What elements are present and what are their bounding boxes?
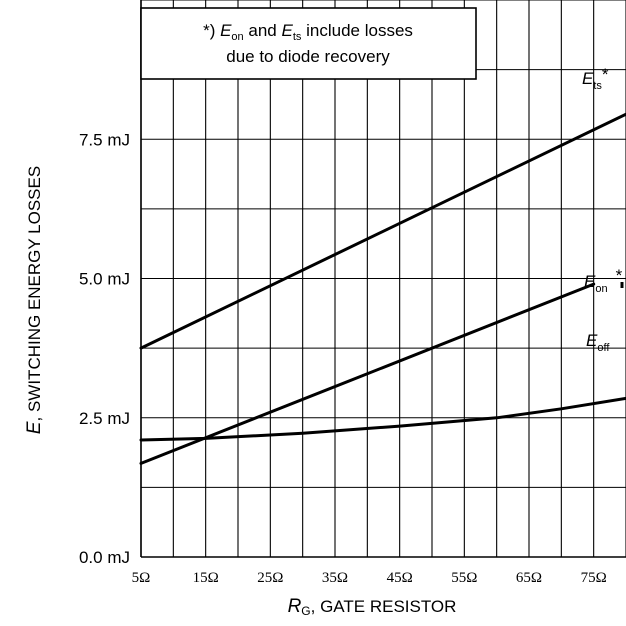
x-tick-label: 65Ω (516, 570, 542, 586)
y-tick-label: 2.5 mJ (79, 409, 130, 428)
x-tick-label: 75Ω (581, 570, 607, 586)
series-label-eon-sub: on (595, 283, 607, 295)
x-tick-label: 5Ω (132, 570, 151, 586)
x-axis-label: RG, GATE RESISTOR (288, 596, 457, 618)
y-tick-label: 5.0 mJ (79, 270, 130, 289)
x-tick-label: 45Ω (387, 570, 413, 586)
series-label-ets-symbol: E (582, 69, 594, 88)
series-label-ets-star: * (602, 65, 609, 84)
series-label-ets-sub: ts (593, 80, 602, 92)
series-label-eon-symbol: E (584, 272, 596, 291)
note-line-1: *) Eon and Ets include losses (203, 21, 413, 43)
series-label-eoff-symbol: E (586, 331, 598, 350)
note-box: *) Eon and Ets include losses due to dio… (140, 7, 477, 80)
grid-lines (140, 0, 626, 558)
y-tick-label: 7.5 mJ (79, 130, 130, 149)
y-axis-label: E, SWITCHING ENERGY LOSSES (24, 166, 45, 434)
x-tick-label: 35Ω (322, 570, 348, 586)
svg-text:Eon*: Eon * (584, 266, 623, 295)
curves (139, 112, 626, 465)
series-label-ets: Ets* (582, 65, 609, 92)
x-tick-label: 15Ω (193, 570, 219, 586)
svg-text:Eoff: Eoff (586, 331, 610, 354)
series-line-eon (139, 282, 596, 465)
x-tick-label: 55Ω (451, 570, 477, 586)
series-line-ets (139, 112, 626, 350)
svg-text:Ets*: Ets* (582, 65, 609, 92)
series-label-eoff-sub: off (597, 342, 610, 354)
series-label-eon: Eon * (584, 266, 624, 295)
x-tick-label: 25Ω (257, 570, 283, 586)
series-line-eoff (139, 396, 626, 442)
series-label-eoff: Eoff (586, 331, 610, 354)
note-line-2: due to diode recovery (226, 47, 390, 66)
series-label-eon-star: * (616, 266, 623, 285)
y-tick-label: 0.0 mJ (79, 548, 130, 567)
